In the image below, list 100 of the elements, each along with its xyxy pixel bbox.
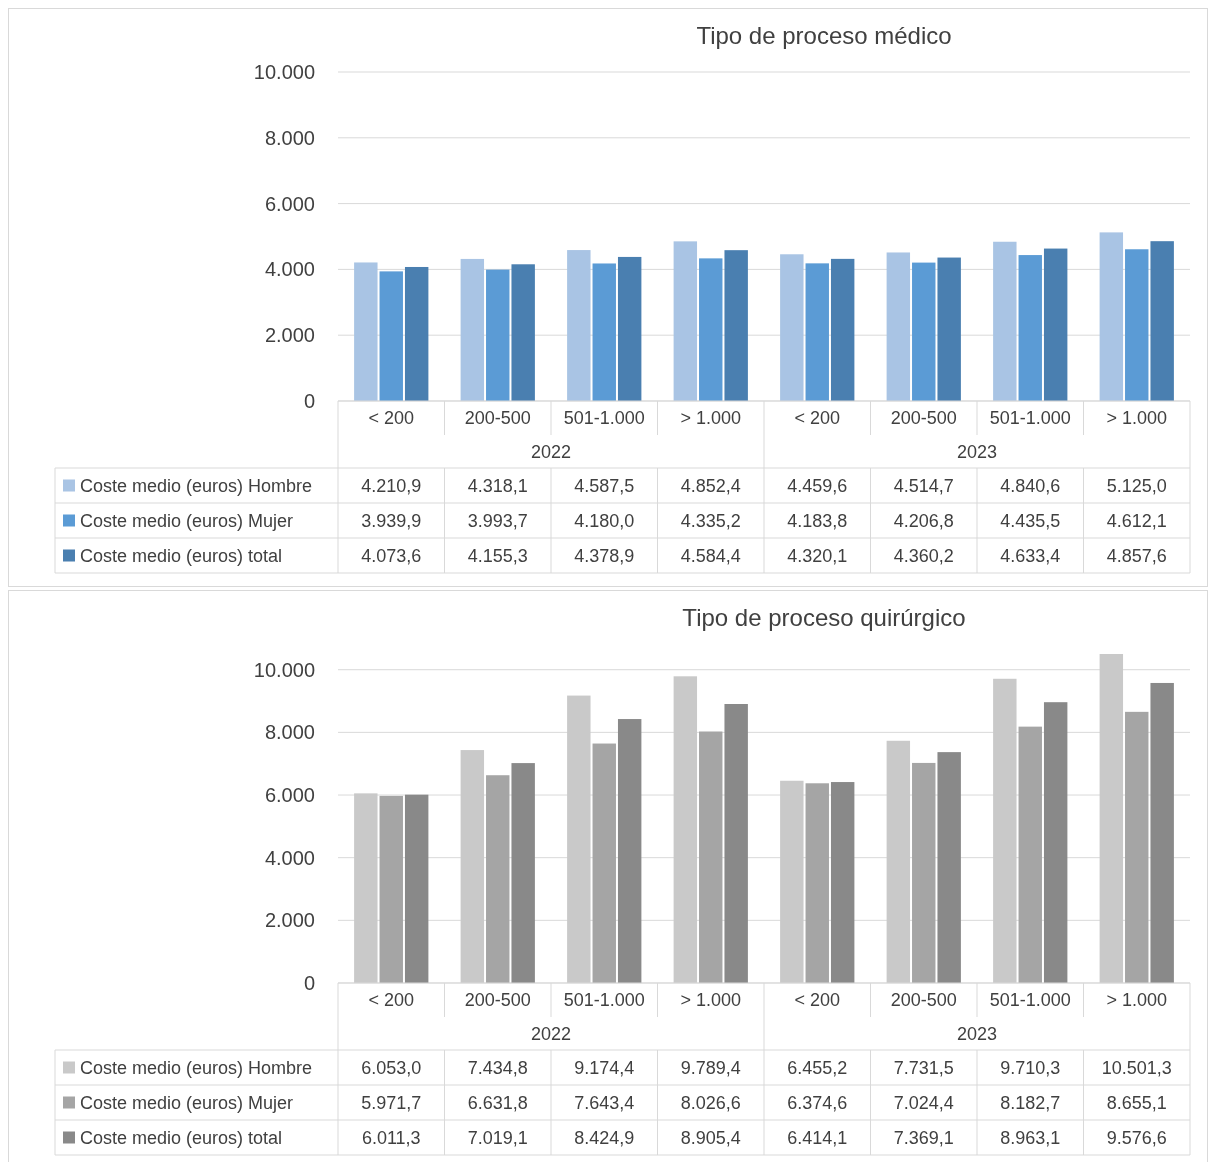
bar xyxy=(1125,711,1149,983)
x-tick-label: 200-500 xyxy=(890,408,957,429)
data-label: 3.993,7 xyxy=(467,510,528,531)
data-label: 9.710,3 xyxy=(1000,1057,1061,1078)
bar xyxy=(404,266,429,401)
bar xyxy=(567,695,591,983)
bar xyxy=(1043,248,1068,401)
data-label: 9.789,4 xyxy=(680,1057,741,1078)
bar xyxy=(699,731,723,983)
bar xyxy=(1150,241,1174,401)
bar xyxy=(404,794,429,983)
y-tick-label: 2.000 xyxy=(264,909,315,932)
data-label: 7.731,5 xyxy=(893,1057,954,1078)
data-label: 4.840,6 xyxy=(1000,475,1061,496)
data-label: 4.335,2 xyxy=(680,510,741,531)
data-label: 8.905,4 xyxy=(680,1127,741,1148)
data-label: 9.174,4 xyxy=(574,1057,635,1078)
y-tick-label: 4.000 xyxy=(264,258,315,281)
x-tick-label: > 1.000 xyxy=(1106,990,1168,1011)
data-label: 4.210,9 xyxy=(361,475,422,496)
y-tick-label: 0 xyxy=(303,390,315,412)
data-label: 5.971,7 xyxy=(361,1092,422,1113)
data-label: 9.576,6 xyxy=(1106,1127,1167,1148)
bar xyxy=(937,752,961,983)
bar xyxy=(780,254,804,401)
bar xyxy=(592,263,616,401)
bar xyxy=(354,262,378,401)
data-label: 4.073,6 xyxy=(361,545,422,566)
data-label: 6.414,1 xyxy=(787,1127,848,1148)
x-tick-label: 200-500 xyxy=(464,408,531,429)
data-label: 6.053,0 xyxy=(361,1057,422,1078)
bar xyxy=(699,258,723,401)
bar xyxy=(724,250,748,401)
y-tick-label: 10.000 xyxy=(253,658,315,681)
bar xyxy=(886,740,911,983)
data-label: 7.434,8 xyxy=(467,1057,528,1078)
data-label: 4.318,1 xyxy=(467,475,528,496)
data-label: 8.655,1 xyxy=(1106,1092,1167,1113)
text: 2023 xyxy=(956,1024,998,1045)
text: 2022 xyxy=(530,442,572,463)
data-label: 4.514,7 xyxy=(893,475,954,496)
data-label: 3.939,9 xyxy=(361,510,422,531)
y-tick-label: 10.000 xyxy=(253,61,315,83)
data-label: 4.584,4 xyxy=(680,545,741,566)
bar xyxy=(1150,682,1174,983)
bar xyxy=(1018,726,1042,983)
legend-label: Coste medio (euros) total xyxy=(80,1127,283,1148)
bar xyxy=(460,750,485,983)
data-label: 6.631,8 xyxy=(467,1092,528,1113)
x-tick-label: 200-500 xyxy=(890,990,957,1011)
bar xyxy=(805,783,829,983)
y-tick-label: 0 xyxy=(303,972,315,994)
x-tick-label: 501-1.000 xyxy=(989,408,1071,429)
data-label: 5.125,0 xyxy=(1106,475,1167,496)
data-label: 8.182,7 xyxy=(1000,1092,1061,1113)
data-label: 4.378,9 xyxy=(574,545,635,566)
x-tick-label: > 1.000 xyxy=(680,990,742,1011)
legend-label: Coste medio (euros) total xyxy=(80,545,283,566)
data-label: 4.360,2 xyxy=(893,545,954,566)
bar xyxy=(805,263,829,401)
bar xyxy=(486,775,510,983)
bar xyxy=(1125,249,1149,401)
data-label: 4.587,5 xyxy=(574,475,635,496)
data-label: 7.369,1 xyxy=(893,1127,954,1148)
data-label: 4.435,5 xyxy=(1000,510,1061,531)
data-label: 7.024,4 xyxy=(893,1092,954,1113)
bar xyxy=(993,241,1017,401)
bar xyxy=(886,252,911,401)
chart-title: Tipo de proceso quirúrgico xyxy=(682,604,966,631)
data-label: 4.852,4 xyxy=(680,475,741,496)
data-label: 4.612,1 xyxy=(1106,510,1167,531)
text: 2023 xyxy=(956,442,998,463)
x-tick-label: > 1.000 xyxy=(680,408,742,429)
data-label: 8.026,6 xyxy=(680,1092,741,1113)
y-tick-label: 6.000 xyxy=(264,192,315,215)
bar xyxy=(617,256,642,401)
y-tick-label: 6.000 xyxy=(264,784,315,807)
data-label: 6.374,6 xyxy=(787,1092,848,1113)
x-tick-label: < 200 xyxy=(794,990,841,1011)
x-tick-label: < 200 xyxy=(794,408,841,429)
data-label: 6.455,2 xyxy=(787,1057,848,1078)
bar xyxy=(567,250,591,401)
bar xyxy=(1099,654,1124,983)
bar xyxy=(1099,232,1124,401)
x-tick-label: 200-500 xyxy=(464,990,531,1011)
bar xyxy=(724,704,748,983)
bar xyxy=(830,258,855,401)
bar xyxy=(511,763,535,983)
legend-label: Coste medio (euros) Hombre xyxy=(80,1057,313,1078)
bar xyxy=(1043,702,1068,983)
legend-label: Coste medio (euros) Mujer xyxy=(80,1092,294,1113)
bar xyxy=(780,780,804,983)
bar xyxy=(379,271,403,401)
bar xyxy=(830,782,855,983)
data-label: 7.019,1 xyxy=(467,1127,528,1148)
data-label: 4.320,1 xyxy=(787,545,848,566)
bar xyxy=(1018,255,1042,401)
y-tick-label: 2.000 xyxy=(264,324,315,347)
bar xyxy=(912,262,936,401)
data-label: 4.459,6 xyxy=(787,475,848,496)
